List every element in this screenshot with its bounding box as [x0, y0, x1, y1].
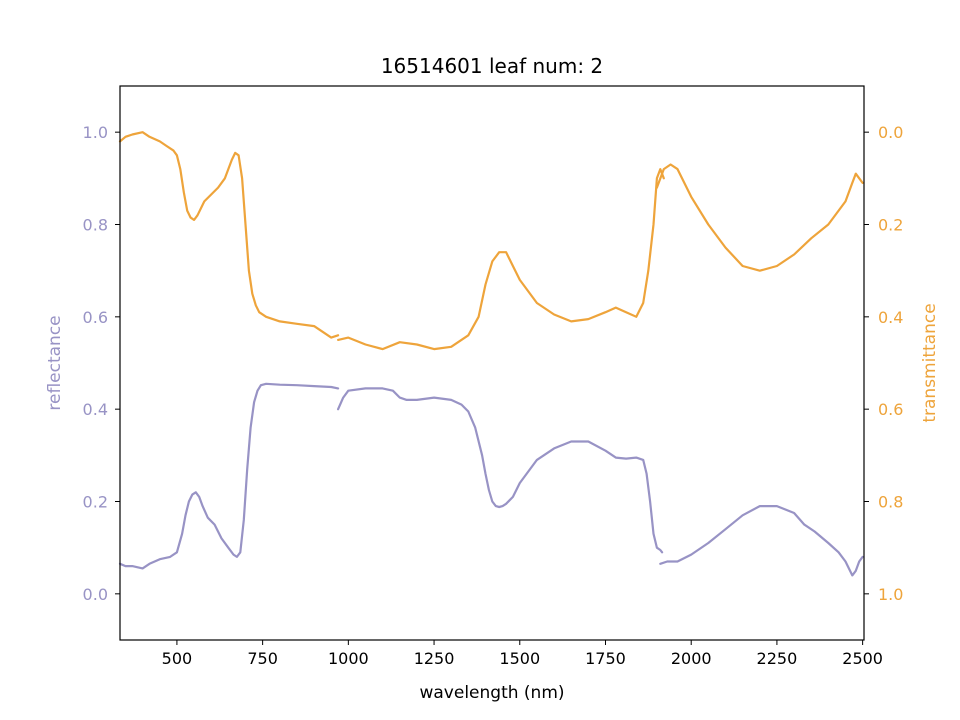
left-tick-label: 1.0	[83, 123, 108, 142]
transmittance-line-segment-2	[655, 163, 864, 272]
x-tick-label: 1750	[585, 649, 626, 668]
right-tick-label: 0.4	[878, 308, 903, 327]
plot-background	[120, 86, 864, 640]
x-tick-label: 2500	[842, 649, 883, 668]
right-tick-label: 1.0	[878, 585, 903, 604]
x-tick-label: 1000	[328, 649, 369, 668]
left-y-axis: 0.0 0.2 0.4 0.6 0.8 1.0	[83, 123, 120, 604]
x-axis: 500 750 1000 1250 1500 1750 2000 2250 2500	[162, 640, 883, 668]
right-tick-label: 0.8	[878, 493, 903, 512]
left-tick-label: 0.0	[83, 585, 108, 604]
series-layer	[118, 131, 864, 577]
chart-title: 16514601 leaf num: 2	[381, 54, 603, 78]
x-tick-label: 2000	[671, 649, 712, 668]
right-axis-title: transmittance	[920, 303, 940, 422]
transmittance-line-segment-0	[118, 131, 340, 339]
left-tick-label: 0.6	[83, 308, 108, 327]
right-y-axis: 0.0 0.2 0.4 0.6 0.8 1.0	[864, 123, 903, 604]
x-tick-label: 1500	[499, 649, 540, 668]
reflectance-line-segment-1	[337, 387, 664, 554]
x-tick-label: 2250	[757, 649, 798, 668]
left-axis-title: reflectance	[45, 315, 65, 410]
right-tick-label: 0.2	[878, 216, 903, 235]
right-tick-label: 0.6	[878, 400, 903, 419]
left-tick-label: 0.8	[83, 216, 108, 235]
x-tick-label: 1250	[414, 649, 455, 668]
x-tick-label: 750	[247, 649, 278, 668]
plot-frame	[119, 85, 865, 641]
left-tick-label: 0.4	[83, 400, 108, 419]
reflectance-line-segment-2	[659, 505, 864, 577]
right-tick-label: 0.0	[878, 123, 903, 142]
left-tick-label: 0.2	[83, 493, 108, 512]
x-tick-label: 500	[162, 649, 193, 668]
reflectance-line-segment-0	[118, 382, 340, 570]
transmittance-line-segment-1	[337, 168, 665, 351]
x-axis-title: wavelength (nm)	[419, 683, 564, 703]
